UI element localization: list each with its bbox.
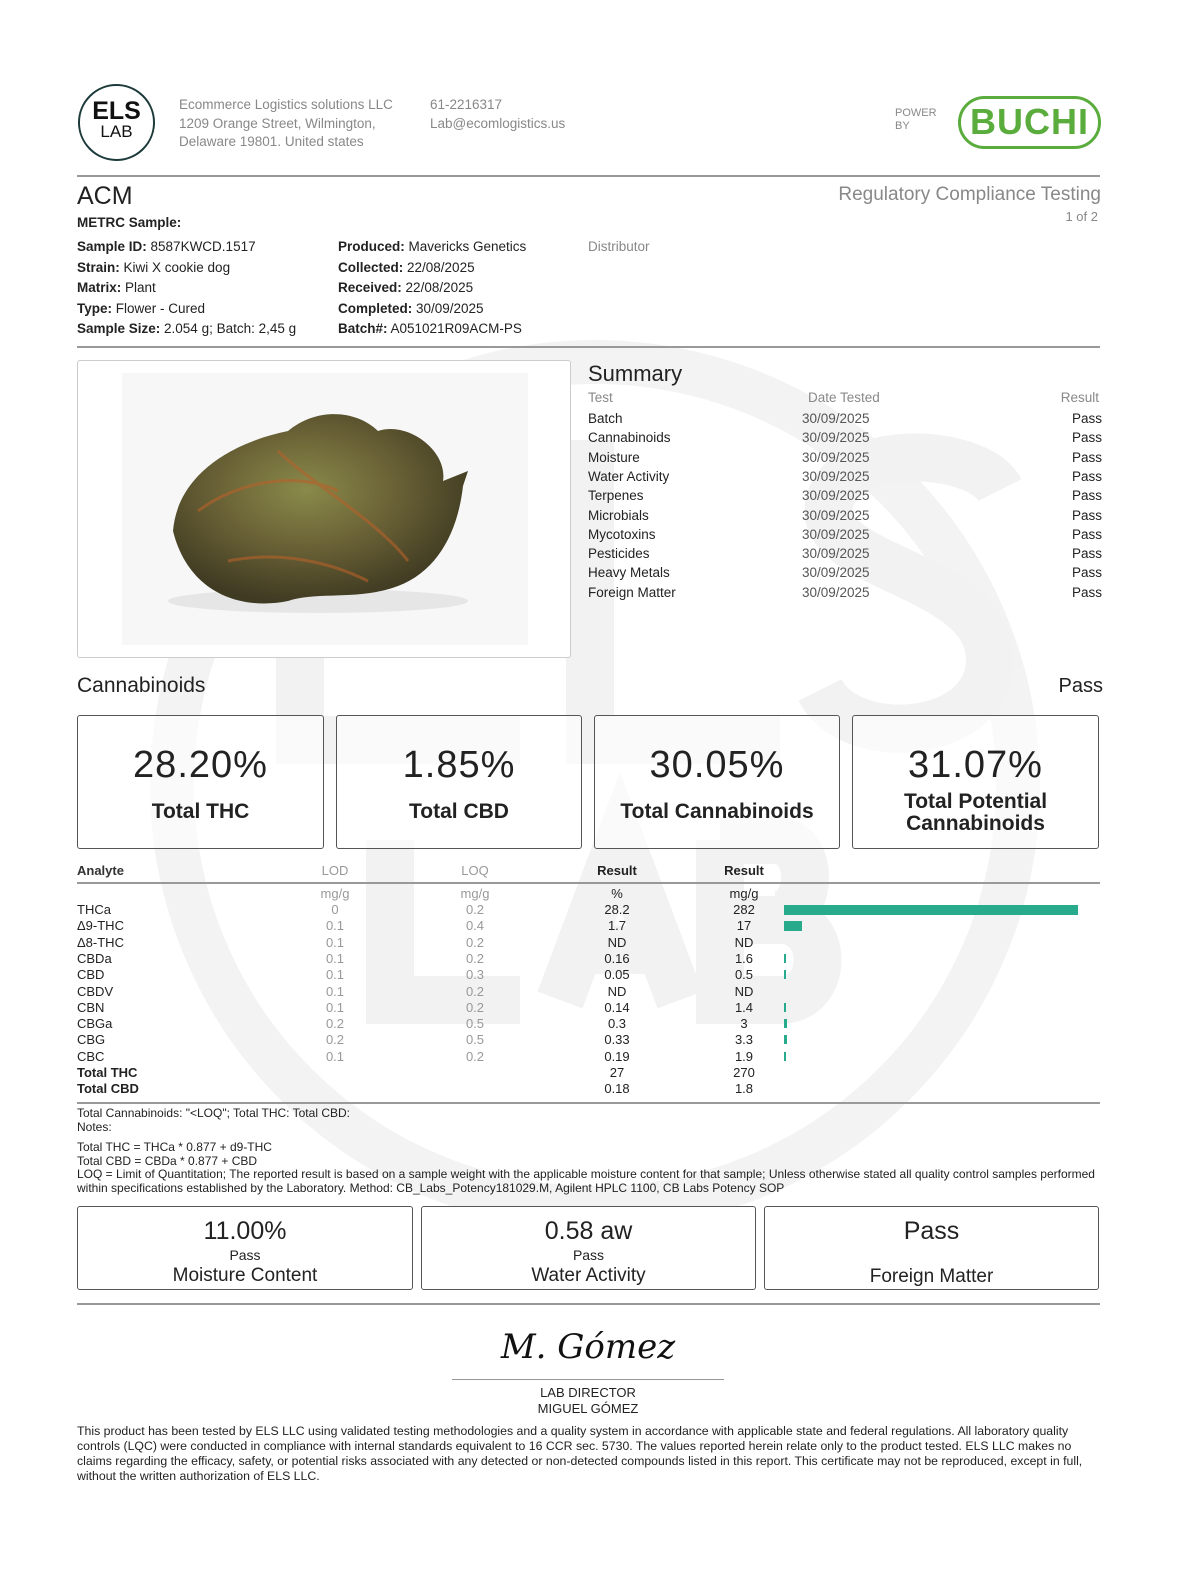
analyte: Total CBD bbox=[77, 1081, 139, 1097]
analyte: CBD bbox=[77, 967, 105, 983]
summary-row: Water Activity 30/09/2025 Pass bbox=[588, 468, 1102, 484]
summary-row: Batch 30/09/2025 Pass bbox=[588, 411, 1102, 426]
report-type: Regulatory Compliance Testing bbox=[838, 184, 1101, 205]
total-cannabinoids-card: 30.05% Total Cannabinoids bbox=[594, 715, 840, 849]
analyte: CBDV bbox=[77, 983, 114, 999]
total-thc-card: 28.20% Total THC bbox=[77, 715, 324, 849]
result-bar bbox=[784, 953, 786, 963]
signature: M. Gómez bbox=[500, 1327, 676, 1367]
analyte: CBDa bbox=[77, 950, 112, 966]
summary-row: Cannabinoids 30/09/2025 Pass bbox=[588, 430, 1102, 446]
analyte: Δ8-THC bbox=[77, 934, 124, 950]
sample-title: ACM bbox=[77, 182, 133, 210]
buchi-logo: BUCHI bbox=[958, 96, 1101, 149]
sample-info-right: Produced: Mavericks Genetics Collected: … bbox=[338, 239, 527, 336]
water-activity-card: 0.58 aw Pass Water Activity bbox=[421, 1206, 756, 1290]
table-row: CBG 0.2 0.5 0.33 3.3 bbox=[77, 1032, 1100, 1048]
table-units: mg/g mg/g% mg/g bbox=[320, 886, 759, 901]
signer-name: MIGUEL GÓMEZ bbox=[537, 1401, 639, 1416]
result-bar bbox=[784, 1051, 786, 1061]
cannabinoids-title: Cannabinoids bbox=[77, 674, 206, 697]
analyte: CBG bbox=[77, 1032, 106, 1048]
summary-row: Pesticides 30/09/2025 Pass bbox=[588, 546, 1102, 562]
email-link[interactable]: Lab@ecomlogistics.us bbox=[430, 115, 566, 131]
result-bar bbox=[784, 921, 802, 932]
company-address: Ecommerce Logistics solutions LLC 1209 Or… bbox=[179, 97, 393, 149]
table-row: Δ9-THC 0.1 0.4 1.7 17 bbox=[77, 918, 1100, 934]
table-row: Total CBD 0.18 1.8 bbox=[77, 1081, 754, 1097]
table-row: CBGa 0.2 0.5 0.3 3 bbox=[77, 1016, 1100, 1032]
result-bar bbox=[784, 1035, 788, 1045]
summary-row: Moisture 30/09/2025 Pass bbox=[588, 449, 1102, 465]
summary-title: Summary bbox=[588, 361, 683, 386]
table-row: Δ8-THC 0.1 0.2 ND ND bbox=[77, 934, 754, 950]
analyte: Δ9-THC bbox=[77, 918, 124, 934]
sample-photo bbox=[77, 360, 571, 658]
summary-row: Mycotoxins 30/09/2025 Pass bbox=[588, 526, 1102, 542]
sample-info-left: Sample ID: 8587KWCD.1517 Strain: Kiwi X … bbox=[77, 239, 297, 336]
analyte: THCa bbox=[77, 902, 111, 917]
table-header: Analyte LOD LOQ Result Result bbox=[77, 863, 764, 878]
page-number: 1 of 2 bbox=[1065, 209, 1098, 224]
analyte: CBGa bbox=[77, 1016, 113, 1032]
notes: Total Cannabinoids: "<LOQ"; Total THC: T… bbox=[77, 1106, 1095, 1195]
summary-header: Test Date Tested Result bbox=[588, 390, 1099, 405]
table-row: THCa 0 0.2 28.2 282 bbox=[77, 902, 1100, 918]
table-row: CBC 0.1 0.2 0.19 1.9 bbox=[77, 1049, 1100, 1065]
analyte: Total THC bbox=[77, 1065, 138, 1080]
result-bar bbox=[784, 1019, 788, 1029]
table-row: Total THC 27 270 bbox=[77, 1065, 755, 1080]
analyte: CBN bbox=[77, 999, 105, 1015]
summary-row: Heavy Metals 30/09/2025 Pass bbox=[588, 565, 1102, 581]
summary-row: Foreign Matter 30/09/2025 Pass bbox=[588, 584, 1102, 600]
company-contact: 61-2216317 Lab@ecomlogistics.us bbox=[430, 96, 565, 133]
cannabinoids-status: Pass bbox=[1058, 675, 1103, 697]
signature-line bbox=[452, 1379, 724, 1380]
summary-row: Microbials 30/09/2025 Pass bbox=[588, 507, 1102, 523]
distributor-label: Distributor bbox=[588, 239, 650, 254]
power-by-label: POWER BY bbox=[895, 107, 937, 132]
disclaimer: This product has been tested by ELS LLC … bbox=[77, 1424, 1083, 1483]
table-row: CBD 0.1 0.3 0.05 0.5 bbox=[77, 967, 1100, 983]
result-bar bbox=[784, 905, 1078, 915]
total-potential-cannabinoids-card: 31.07% Total Potential Cannabinoids bbox=[852, 715, 1099, 849]
signer-role: LAB DIRECTOR bbox=[540, 1385, 636, 1400]
metrc-label: METRC Sample: bbox=[77, 215, 182, 230]
table-row: CBN 0.1 0.2 0.14 1.4 bbox=[77, 1000, 1100, 1016]
result-bar bbox=[784, 970, 786, 980]
table-row: CBDV 0.1 0.2 ND ND bbox=[77, 983, 754, 999]
total-cbd-card: 1.85% Total CBD bbox=[336, 715, 582, 849]
moisture-card: 11.00% Pass Moisture Content bbox=[77, 1206, 413, 1290]
analyte: CBC bbox=[77, 1048, 105, 1064]
foreign-matter-card: Pass Foreign Matter bbox=[764, 1206, 1099, 1290]
table-row: CBDa 0.1 0.2 0.16 1.6 bbox=[77, 951, 1100, 967]
result-bar bbox=[784, 1002, 786, 1012]
summary-row: Terpenes 30/09/2025 Pass bbox=[588, 488, 1102, 504]
els-lab-logo: ELS LAB bbox=[78, 84, 155, 161]
